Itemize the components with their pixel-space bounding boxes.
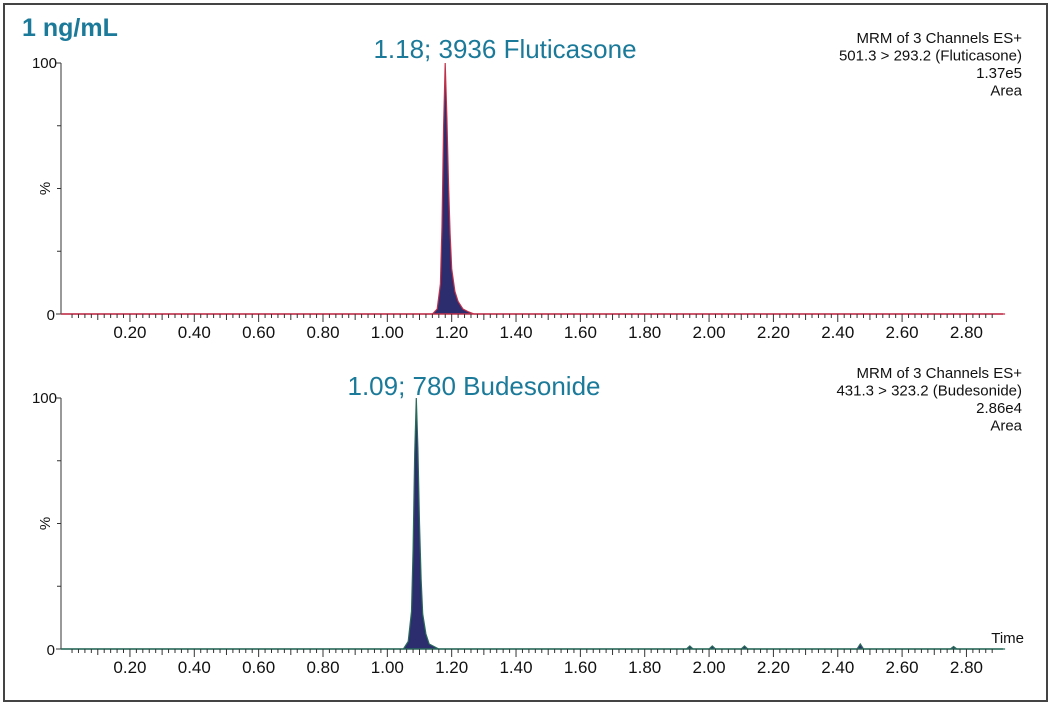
x-tick-label: 0.40 xyxy=(178,658,211,677)
x-tick-label: 1.00 xyxy=(371,323,404,342)
x-tick-label: 1.80 xyxy=(628,658,661,677)
peak-area xyxy=(65,398,1006,649)
x-tick-label: 2.40 xyxy=(821,323,854,342)
x-tick-label: 2.40 xyxy=(821,658,854,677)
peak-area xyxy=(65,63,1006,314)
x-tick-label: 2.60 xyxy=(886,323,919,342)
x-tick-label: 1.80 xyxy=(628,323,661,342)
x-tick-label: 1.60 xyxy=(564,323,597,342)
y-axis-label: % xyxy=(37,182,54,195)
channel-info: MRM of 3 Channels ES+ xyxy=(857,30,1023,47)
x-tick-label: 0.40 xyxy=(178,323,211,342)
x-tick-label: 0.20 xyxy=(113,323,146,342)
channel-info: 1.37e5 xyxy=(976,65,1022,82)
x-tick-label: 2.20 xyxy=(757,323,790,342)
x-tick-label: 2.00 xyxy=(693,323,726,342)
x-axis-label: Time xyxy=(991,630,1024,647)
y-tick-label: 100 xyxy=(32,55,57,72)
peak-label: 1.18; 3936 Fluticasone xyxy=(373,34,636,64)
channel-info: 431.3 > 323.2 (Budesonide) xyxy=(836,383,1022,400)
x-tick-label: 1.40 xyxy=(499,658,532,677)
x-tick-label: 2.00 xyxy=(693,658,726,677)
chromatogram-panel-2: 0.20 0.40 0.60 0.80 1.00 1.20 1.40 1.60 1.80 2.00… xyxy=(32,365,1024,677)
x-tick-label: 0.60 xyxy=(242,658,275,677)
x-tick-label: 0.20 xyxy=(113,658,146,677)
y-tick-label: 100 xyxy=(32,390,57,407)
channel-info: MRM of 3 Channels ES+ xyxy=(857,365,1023,382)
x-tick-label: 1.40 xyxy=(499,323,532,342)
x-tick-label: 0.80 xyxy=(306,658,339,677)
trace-line xyxy=(61,62,1006,315)
x-tick-label: 1.20 xyxy=(435,323,468,342)
y-axis-label: % xyxy=(37,517,54,530)
x-tick-label: 1.00 xyxy=(371,658,404,677)
chromatogram-panel-1: 0.20 0.40 0.60 0.80 1.00 1.20 1.40 1.60 1.80 2.00… xyxy=(32,30,1023,342)
trace-line xyxy=(61,397,1006,650)
peak-label: 1.09; 780 Budesonide xyxy=(348,371,601,401)
x-tick-label: 2.20 xyxy=(757,658,790,677)
channel-info: Area xyxy=(990,418,1022,435)
channel-info: 501.3 > 293.2 (Fluticasone) xyxy=(839,48,1022,65)
x-tick-label: 2.80 xyxy=(950,323,983,342)
x-tick-label: 2.80 xyxy=(950,658,983,677)
x-tick-label: 0.60 xyxy=(242,323,275,342)
x-tick-label: 1.20 xyxy=(435,658,468,677)
y-tick-label: 0 xyxy=(47,307,55,324)
x-tick-label: 2.60 xyxy=(886,658,919,677)
x-tick-label: 0.80 xyxy=(306,323,339,342)
concentration-label: 1 ng/mL xyxy=(22,14,118,42)
channel-info: 2.86e4 xyxy=(976,400,1022,417)
channel-info: Area xyxy=(990,83,1022,100)
chart-frame xyxy=(3,3,1048,702)
y-tick-label: 0 xyxy=(47,642,55,659)
x-tick-label: 1.60 xyxy=(564,658,597,677)
